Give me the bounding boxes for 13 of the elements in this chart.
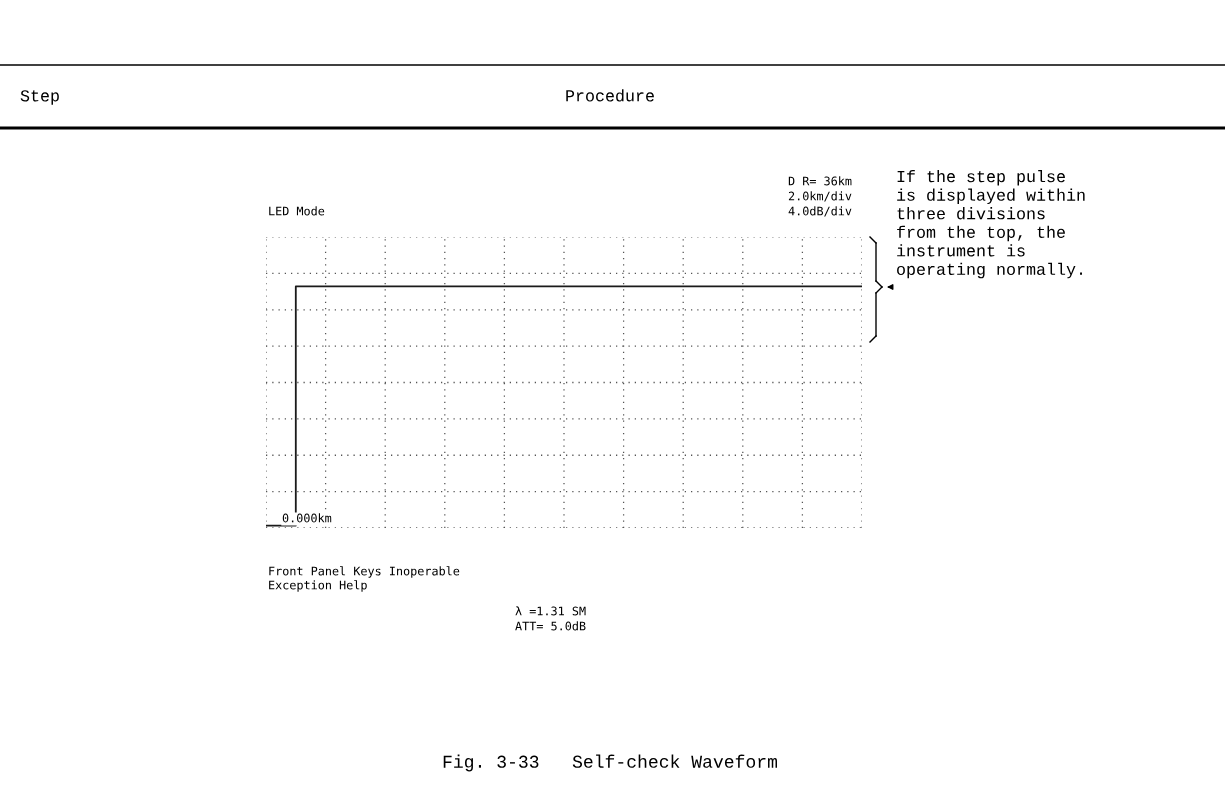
text: Fig. 3-33 Self-check Waveform: [443, 754, 777, 772]
text: 2.0km/div: [788, 191, 852, 202]
text: 4.0dB/div: [788, 206, 852, 217]
text: ATT= 5.0dB: [515, 621, 586, 631]
text: D R= 36km: [788, 176, 852, 186]
annotation: 0.000km: [282, 513, 332, 523]
text: Front Panel Keys Inoperable: [269, 566, 460, 578]
text: Step: [20, 90, 59, 105]
text: λ =1.31 SM: [515, 606, 586, 616]
text: Procedure: [566, 89, 654, 102]
text: If the step pulse is displayed within three divisions from the top, the instrument is operating normally.: [897, 170, 1085, 279]
chart-subtitle: LED Mode: [269, 206, 325, 216]
text: Exception Help: [269, 580, 367, 592]
